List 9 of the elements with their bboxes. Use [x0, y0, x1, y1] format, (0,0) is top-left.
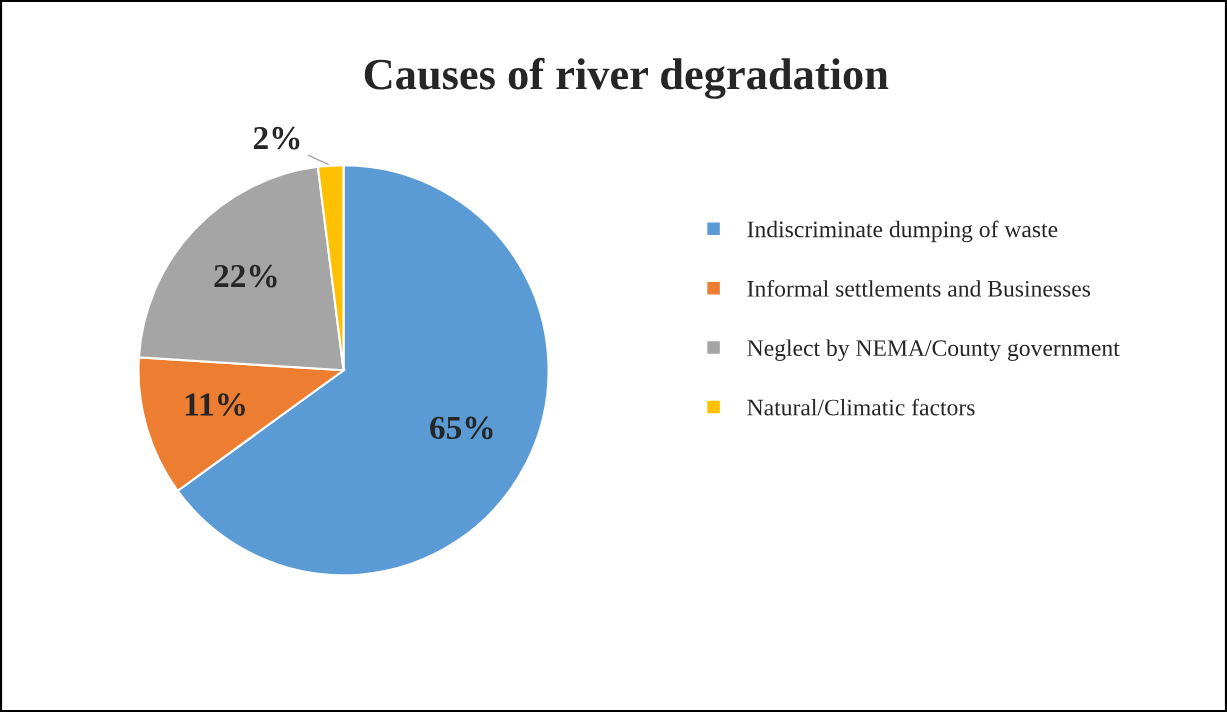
legend-label: Neglect by NEMA/County government [747, 339, 1120, 361]
legend-label: Informal settlements and Businesses [747, 279, 1091, 297]
data-label: 11% [185, 393, 245, 416]
legend-label: Indiscriminate dumping of waste [747, 220, 1058, 243]
data-label: 2% [253, 126, 300, 150]
data-label: 65% [430, 416, 493, 440]
chart-title: Causes of river degradation [364, 57, 889, 99]
legend-label: Natural/Climatic factors [747, 398, 975, 416]
data-label: 22% [214, 264, 277, 288]
